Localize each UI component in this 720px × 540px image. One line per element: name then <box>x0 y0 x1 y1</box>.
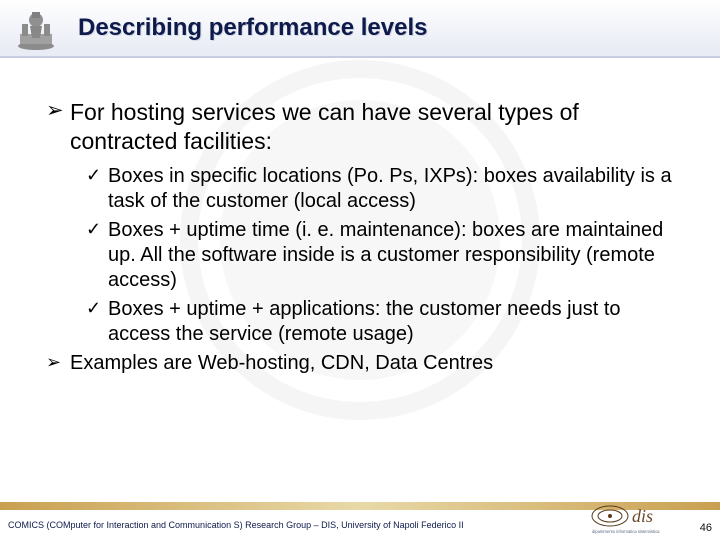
bullet-main: For hosting services we can have several… <box>46 98 680 156</box>
bullet-sub-2: Boxes + uptime time (i. e. maintenance):… <box>86 218 680 293</box>
sub-bullets: Boxes in specific locations (Po. Ps, IXP… <box>46 164 680 347</box>
slide-content: For hosting services we can have several… <box>0 58 720 376</box>
footer: COMICS (COMputer for Interaction and Com… <box>0 500 720 540</box>
bullet-sub-3: Boxes + uptime + applications: the custo… <box>86 297 680 347</box>
university-crest-icon <box>12 4 60 52</box>
bullet-main-2: Examples are Web-hosting, CDN, Data Cent… <box>46 351 680 376</box>
title-bar: Describing performance levels <box>0 0 720 58</box>
slide-title: Describing performance levels <box>78 14 427 42</box>
page-number: 46 <box>700 522 712 534</box>
footer-text: COMICS (COMputer for Interaction and Com… <box>8 520 464 530</box>
logo-text-svg: dis <box>632 506 653 526</box>
logo-sub-svg: dipartimento informatica sistemistica <box>592 529 660 534</box>
bullet-sub-1: Boxes in specific locations (Po. Ps, IXP… <box>86 164 680 214</box>
dis-logo-icon: dis dipartimento informatica sistemistic… <box>590 502 680 536</box>
slide: Describing performance levels For hostin… <box>0 0 720 540</box>
